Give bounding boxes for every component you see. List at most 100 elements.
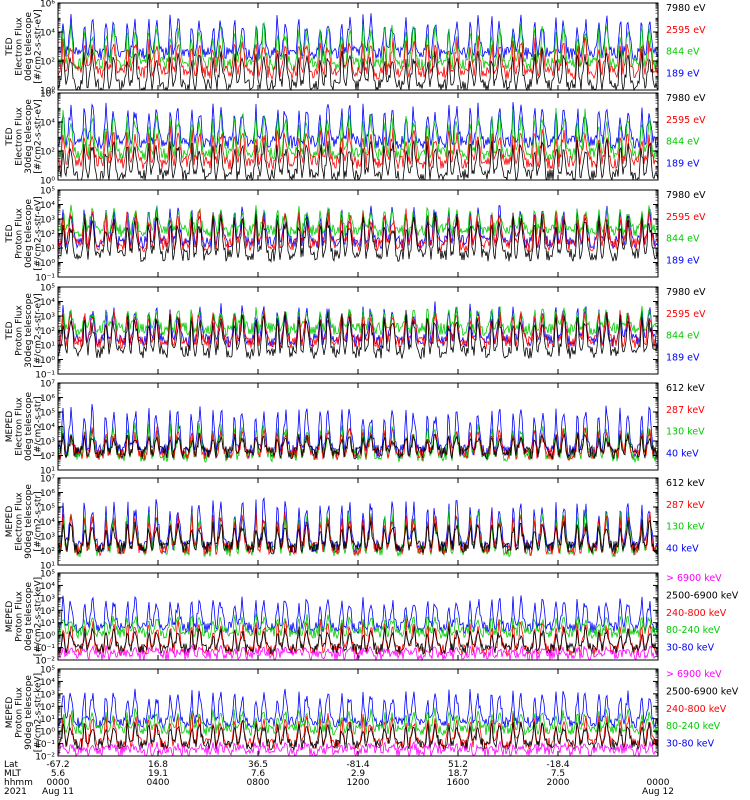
y-tick-label: 10⁴ [40, 29, 55, 39]
series-line-189-ev [57, 102, 659, 150]
legend-entry: 844 eV [666, 137, 700, 148]
series-line-2595-ev [57, 125, 659, 171]
y-axis-label-line: MEPED [5, 506, 15, 538]
y-tick-label: 10⁵ [40, 187, 55, 197]
y-tick-label: 10⁻² [35, 657, 55, 667]
y-axis-label-line: [#/cm2-s-str-eV] [34, 9, 44, 84]
y-tick-label: 10⁴ [40, 298, 55, 308]
y-axis-label: MEPED Electron Flux 90deg telescope [#/cm2-… [5, 484, 44, 559]
series-line-2500-6900-kev [57, 625, 659, 656]
legend-entry: 30-80 keV [666, 643, 715, 654]
y-axis-label-line: Electron Flux [15, 17, 25, 76]
y-tick-label: 10⁴ [40, 423, 55, 433]
legend-entry: 2500-6900 keV [666, 590, 739, 601]
legend-entry: > 6900 keV [666, 573, 722, 584]
y-axis-label-line: Proton Flux [15, 208, 25, 259]
y-tick-label: 10⁰ [40, 632, 55, 642]
y-tick-label: 10³ [40, 313, 55, 323]
series-line-189-ev [57, 13, 659, 62]
y-tick-label: 10¹ [40, 467, 55, 477]
y-axis-label: MEPED Proton Flux 0deg telescope [#/cm2-s-s… [5, 577, 44, 656]
y-tick-label: 10⁰ [40, 356, 55, 366]
y-axis-label: TED Electron Flux 0deg telescope [#/cm2-s-s… [5, 9, 44, 84]
x-tick-label: 2000 [547, 778, 570, 788]
legend-entry: 2595 eV [666, 115, 706, 126]
y-tick-label: 10⁵ [40, 504, 55, 514]
series-line-30-80-kev [57, 595, 659, 635]
legend-entry: 2595 eV [666, 212, 706, 223]
legend-entry: > 6900 keV [666, 669, 722, 680]
series-line-844-ev [57, 305, 659, 337]
legend-entry: 7980 eV [666, 287, 706, 298]
y-tick-label: 10² [40, 230, 55, 240]
x-tick-label: 18.7 [448, 769, 468, 779]
y-tick-label: 10¹ [40, 342, 55, 352]
series-line-287-kev [57, 511, 659, 557]
y-axis-label-line: 30deg telescope [24, 293, 34, 368]
x-axis-labels: Lat -67.2 16.8 36.5 -81.4 51.2 -18.4 MLT 5.6 19.1… [4, 760, 674, 797]
series-line-40-kev [57, 404, 659, 459]
x-tick-label: Aug 11 [42, 787, 74, 797]
x-tick-label: 0400 [147, 778, 170, 788]
y-axis-label-line: MEPED [5, 411, 15, 443]
x-tick-label: 7.5 [551, 769, 565, 779]
y-tick-label: 10³ [40, 690, 55, 700]
x-tick-label: -18.4 [546, 760, 570, 770]
y-tick-label: 10² [40, 452, 55, 462]
legend-entry: 130 keV [666, 522, 705, 533]
x-tick-label: 2.9 [351, 769, 366, 779]
series-line-80-240-kev [57, 613, 659, 640]
y-axis-label-line: Proton Flux [15, 687, 25, 738]
x-tick-label: 0000 [47, 778, 70, 788]
y-tick-label: 10⁵ [40, 570, 55, 580]
y-tick-label: 10⁻¹ [35, 371, 55, 381]
y-tick-label: 10⁵ [40, 284, 55, 294]
y-axis-label-line: TED [5, 321, 15, 340]
y-tick-label: 10⁷ [40, 380, 55, 390]
y-axis-label-line: [#/cm2-s-str-keV] [34, 673, 44, 752]
y-tick-label: 10⁴ [40, 518, 55, 528]
legend-entry: 189 eV [666, 68, 700, 79]
series-line-7980-ev [57, 212, 659, 264]
series-line-2500-6900-kev [57, 719, 659, 752]
legend-entry: 7980 eV [666, 93, 706, 104]
legend-entry: 130 keV [666, 427, 705, 438]
y-axis-label-line: TED [5, 127, 15, 146]
legend-entry: 7980 eV [666, 190, 706, 201]
x-tick-label: Aug 12 [642, 787, 674, 797]
y-tick-label: 10⁵ [40, 666, 55, 676]
series-line-7980-ev [57, 309, 659, 360]
legend-entry: 612 keV [666, 383, 705, 394]
y-axis-label-line: [#/cm2-s-str] [34, 491, 44, 551]
y-tick-label: 10¹ [40, 619, 55, 629]
legend-entry: 80-240 keV [666, 721, 721, 732]
y-tick-label: 10⁻² [35, 753, 55, 763]
y-tick-label: 10⁻¹ [35, 740, 55, 750]
legend-entry: 287 keV [666, 405, 705, 416]
y-axis-label-line: [#/cm2-s-str-eV] [34, 99, 44, 174]
legend-entry: 189 eV [666, 255, 700, 266]
y-tick-label: 10² [40, 703, 55, 713]
y-tick-label: 10¹ [40, 562, 55, 572]
y-tick-label: 10⁰ [40, 87, 55, 97]
panel-4: 10⁻¹ 10⁰ 10¹ 10² 10³ 10⁴ 10⁵ TED Proton Flux 30de… [5, 284, 706, 381]
legend-entry: 189 eV [666, 352, 700, 363]
y-tick-label: 10⁰ [40, 177, 55, 187]
x-tick-label: -67.2 [46, 760, 69, 770]
y-axis-label-line: Proton Flux [15, 305, 25, 356]
y-tick-label: 10² [40, 327, 55, 337]
x-tick-label: 16.8 [148, 760, 168, 770]
x-axis-row-label: Lat [4, 760, 19, 770]
x-axis-row-label: MLT [4, 769, 22, 779]
y-axis-label-line: Electron Flux [15, 492, 25, 551]
y-axis-label-line: Electron Flux [15, 107, 25, 166]
legend-entry: 2595 eV [666, 309, 706, 320]
series-line-844-ev [57, 204, 659, 238]
y-axis-label-line: 0deg telescope [24, 392, 34, 462]
y-tick-label: 10⁰ [40, 259, 55, 269]
y-tick-label: 10² [40, 547, 55, 557]
series-line-612-kev [57, 519, 659, 555]
legend-entry: 40 keV [666, 448, 699, 459]
